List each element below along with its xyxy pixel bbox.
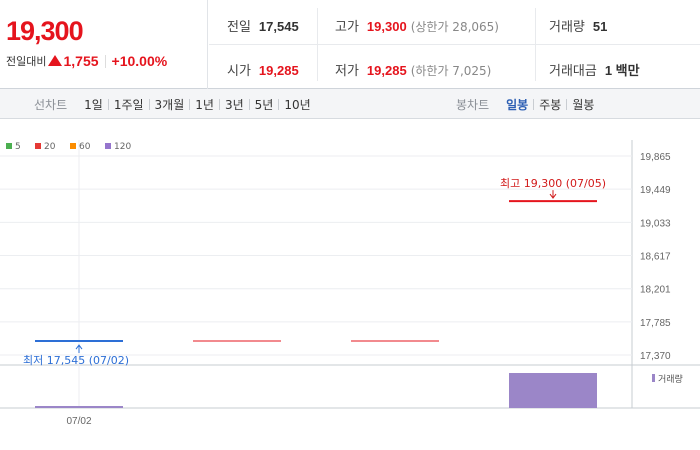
info-value: 1 백만: [604, 63, 640, 78]
info-prev-close: 전일 17,545: [227, 16, 299, 35]
y-tick-label: 19,033: [640, 218, 671, 229]
price-info-grid: 전일 17,545 고가 19,300 (상한가 28,065) 거래량 51 …: [209, 0, 700, 89]
info-label: 시가: [227, 64, 251, 79]
change-percent: +10.00%: [111, 53, 168, 69]
legend-swatch-5: [6, 143, 12, 149]
chart-toolbar: 선차트 1일 1주일 3개월 1년 3년 5년 10년 봉차트 일봉 주봉 월봉: [0, 89, 700, 119]
period-1d[interactable]: 1일: [84, 97, 103, 112]
period-3y[interactable]: 3년: [224, 97, 244, 112]
divider: [189, 98, 191, 110]
legend-label-5: 5: [15, 142, 21, 152]
legend-label-120: 120: [114, 142, 131, 152]
info-value: 17,545: [258, 19, 299, 34]
legend-swatch-120: [105, 143, 111, 149]
candle-chart-group: 봉차트 일봉 주봉 월봉: [456, 89, 599, 119]
info-value: 51: [592, 19, 608, 34]
high-annotation: 최고 19,300 (07/05): [500, 177, 606, 190]
info-sub: (상한가 28,065): [410, 20, 499, 34]
info-label: 고가: [335, 20, 359, 35]
low-annotation: 최저 17,545 (07/02): [23, 354, 129, 367]
period-daily[interactable]: 일봉: [506, 97, 529, 112]
y-tick-label: 19,449: [640, 185, 671, 196]
chart-canvas: 5 20 60 120 19,865 19,449 19,033 18,617 18,201 17…: [0, 140, 700, 427]
high-arrow-icon: [549, 193, 557, 199]
candle-chart-label: 봉차트: [456, 97, 490, 112]
x-tick-label: 07/02: [66, 416, 91, 427]
period-monthly[interactable]: 월봉: [572, 97, 595, 112]
divider: [317, 8, 318, 81]
divider: [566, 98, 568, 110]
y-tick-label: 17,370: [640, 351, 671, 362]
y-tick-label: 19,865: [640, 152, 671, 163]
period-1y[interactable]: 1년: [195, 97, 214, 112]
divider: [107, 98, 109, 110]
y-tick-label: 18,201: [640, 285, 671, 296]
y-tick-label: 17,785: [640, 318, 671, 329]
current-price-box: 19,300 전일대비 1,755 +10.00%: [0, 0, 208, 89]
divider: [248, 98, 250, 110]
line-chart-label: 선차트: [34, 97, 68, 112]
change-label: 전일대비: [6, 55, 47, 68]
divider: [533, 98, 535, 110]
price-summary: 19,300 전일대비 1,755 +10.00% 전일 17,545 고가 1…: [0, 0, 700, 89]
info-trade-amount: 거래대금 1 백만: [549, 60, 640, 79]
change-value: 1,755: [63, 53, 99, 69]
info-value: 19,285: [366, 63, 407, 78]
divider: [218, 98, 220, 110]
period-1w[interactable]: 1주일: [113, 97, 144, 112]
info-high: 고가 19,300 (상한가 28,065): [335, 16, 499, 35]
period-3m[interactable]: 3개월: [154, 97, 185, 112]
low-arrow-icon: [75, 344, 83, 350]
line-chart-group: 선차트 1일 1주일 3개월 1년 3년 5년 10년: [34, 89, 316, 119]
info-sub: (하한가 7,025): [410, 64, 492, 78]
legend-label-20: 20: [44, 142, 56, 152]
volume-bar-07/05: [509, 373, 597, 408]
legend-swatch-60: [70, 143, 76, 149]
info-label: 거래대금: [549, 64, 597, 79]
price-change-row: 전일대비 1,755 +10.00%: [6, 53, 167, 69]
divider: [148, 98, 150, 110]
up-triangle-icon: [48, 54, 63, 66]
info-label: 전일: [227, 20, 251, 35]
divider: [104, 54, 106, 68]
y-tick-label: 18,617: [640, 252, 671, 263]
info-volume: 거래량 51: [549, 16, 607, 35]
period-weekly[interactable]: 주봉: [539, 97, 562, 112]
current-price: 19,300: [6, 16, 84, 46]
period-10y[interactable]: 10년: [284, 97, 311, 112]
volume-legend-swatch: [652, 374, 655, 382]
period-5y[interactable]: 5년: [254, 97, 274, 112]
info-value: 19,300: [366, 19, 407, 34]
info-label: 저가: [335, 64, 359, 79]
info-open: 시가 19,285: [227, 60, 299, 79]
volume-label: 거래량: [658, 373, 683, 385]
divider: [535, 8, 536, 81]
volume-bar-07/02: [35, 406, 123, 408]
divider: [278, 98, 280, 110]
info-label: 거래량: [549, 20, 585, 35]
info-value: 19,285: [258, 63, 299, 78]
stock-chart: 5 20 60 120 19,865 19,449 19,033 18,617 18,201 17…: [0, 120, 700, 450]
info-low: 저가 19,285 (하한가 7,025): [335, 60, 491, 79]
divider: [209, 44, 700, 45]
legend-swatch-20: [35, 143, 41, 149]
legend-label-60: 60: [79, 142, 91, 152]
